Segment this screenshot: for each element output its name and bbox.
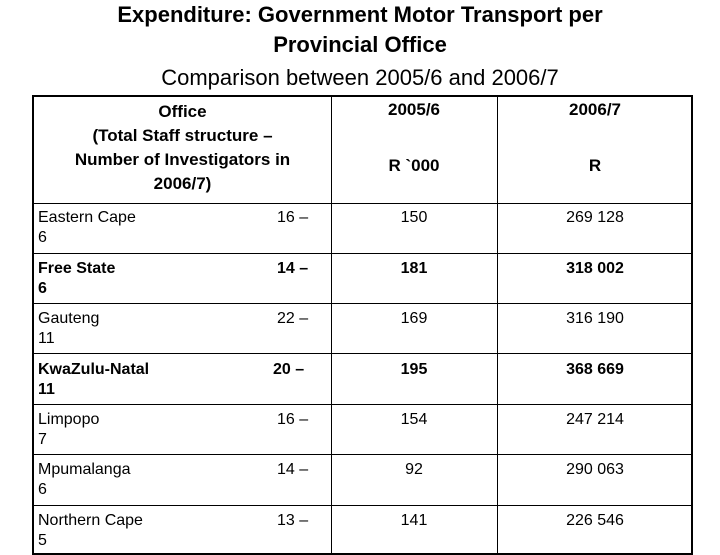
office-name: KwaZulu-Natal	[38, 361, 150, 378]
cell-staff: 13 –	[277, 512, 309, 529]
cell-staff: 14 –	[277, 461, 309, 478]
header-2005-unit: R `000	[388, 156, 440, 175]
investigator-count: 11	[38, 330, 55, 347]
investigator-count: 5	[38, 532, 47, 549]
row-divider	[34, 454, 691, 455]
cell-office: Free State 6	[38, 259, 115, 299]
office-name: Gauteng	[38, 310, 100, 327]
cell-2005: 181	[400, 260, 428, 277]
cell-2006: 316 190	[566, 310, 624, 327]
cell-staff: 20 –	[273, 361, 305, 378]
cell-2006: 368 669	[566, 361, 624, 378]
header-office-line: 2006/7)	[153, 174, 212, 193]
office-name: Mpumalanga	[38, 461, 131, 478]
title-line-1: Expenditure: Government Motor Transport …	[117, 2, 603, 27]
cell-2006: 318 002	[566, 260, 624, 277]
page-title: Expenditure: Government Motor Transport …	[0, 0, 720, 60]
row-divider	[34, 353, 691, 354]
title-line-2: Provincial Office	[273, 32, 447, 57]
cell-2006: 247 214	[566, 411, 624, 428]
row-divider	[34, 505, 691, 506]
cell-staff: 16 –	[277, 411, 309, 428]
cell-2005: 150	[400, 209, 428, 226]
header-office-line: Number of Investigators in	[74, 150, 291, 169]
investigator-count: 6	[38, 280, 47, 297]
row-divider	[34, 253, 691, 254]
cell-office: Northern Cape 5	[38, 511, 143, 551]
column-divider	[497, 97, 498, 553]
header-2006-unit: R	[588, 156, 602, 175]
office-name: Limpopo	[38, 411, 100, 428]
cell-2006: 290 063	[566, 461, 624, 478]
cell-2006: 226 546	[566, 512, 624, 529]
header-2005: 2005/6	[388, 100, 440, 119]
cell-2005: 169	[400, 310, 428, 327]
office-name: Northern Cape	[38, 512, 143, 529]
investigator-count: 6	[38, 229, 47, 246]
cell-office: Mpumalanga 6	[38, 460, 131, 500]
expenditure-table: Office (Total Staff structure – Number o…	[32, 95, 693, 555]
cell-office: Eastern Cape 6	[38, 208, 136, 248]
cell-2005: 195	[400, 361, 428, 378]
cell-office: KwaZulu-Natal 11	[38, 360, 149, 400]
office-name: Eastern Cape	[38, 209, 136, 226]
cell-2006: 269 128	[566, 209, 624, 226]
page-subtitle: Comparison between 2005/6 and 2006/7	[161, 65, 559, 90]
investigator-count: 11	[38, 381, 55, 398]
office-name: Free State	[38, 260, 116, 277]
cell-staff: 22 –	[277, 310, 309, 327]
header-2006: 2006/7	[569, 100, 621, 119]
cell-2005: 141	[400, 512, 428, 529]
cell-2005: 154	[400, 411, 428, 428]
header-office: Office (Total Staff structure – Number o…	[34, 100, 331, 196]
header-divider	[34, 203, 691, 204]
investigator-count: 7	[38, 431, 47, 448]
row-divider	[34, 303, 691, 304]
cell-office: Limpopo 7	[38, 410, 99, 450]
header-office-line: (Total Staff structure –	[92, 126, 273, 145]
column-divider	[331, 97, 332, 553]
row-divider	[34, 404, 691, 405]
cell-office: Gauteng 11	[38, 309, 99, 349]
cell-staff: 14 –	[277, 260, 309, 277]
header-office-line: Office	[158, 102, 207, 121]
cell-staff: 16 –	[277, 209, 309, 226]
investigator-count: 6	[38, 481, 47, 498]
cell-2005: 92	[405, 461, 423, 478]
